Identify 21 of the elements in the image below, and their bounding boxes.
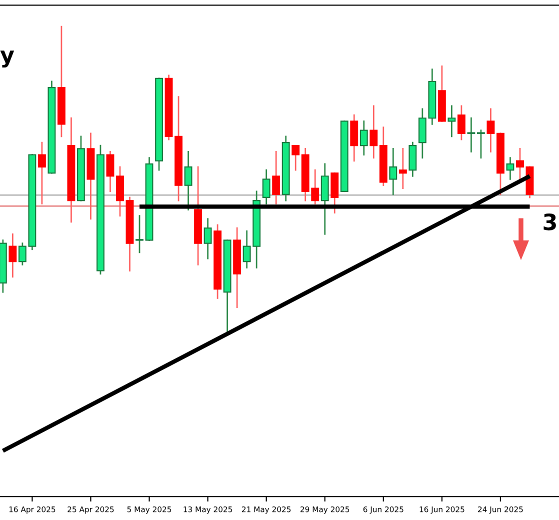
candlestick [262,169,270,204]
candlestick [204,218,212,260]
candlestick [370,105,378,159]
candlestick [476,130,485,159]
candlestick [448,105,456,138]
candlestick [106,151,114,192]
annotation: y [0,50,14,68]
candlestick [506,157,514,180]
candlestick [8,233,17,278]
candlestick [136,215,144,254]
candlestick [292,144,300,171]
candlestick [360,120,368,156]
candlestick [38,142,46,204]
candlestick [457,105,466,140]
candlestick [467,117,476,152]
candlestick [272,151,280,204]
candlestick [398,148,407,190]
candlestick [389,148,398,196]
candlestick [486,108,495,152]
text: 3 [544,214,556,230]
candlestick [184,151,192,210]
